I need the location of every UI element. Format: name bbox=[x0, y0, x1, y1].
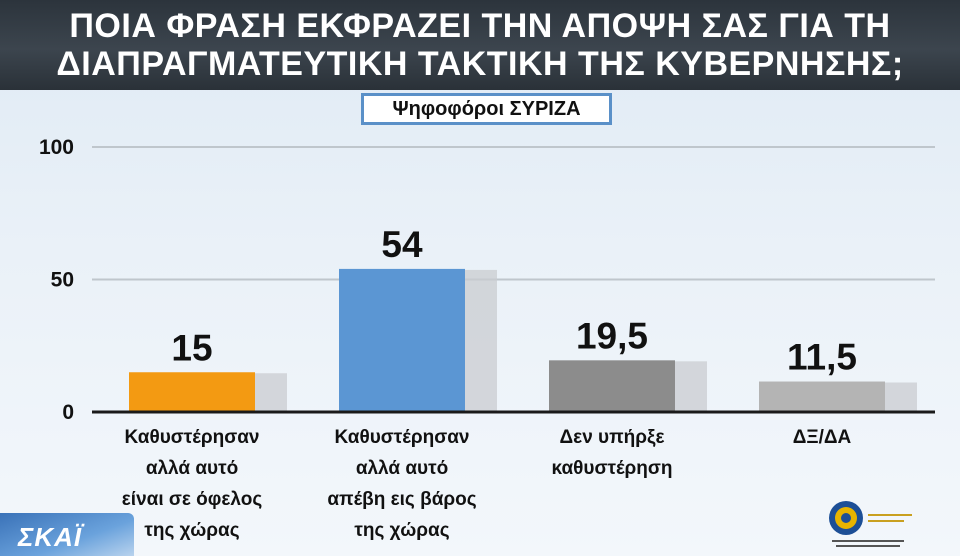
y-tick-label: 0 bbox=[62, 401, 74, 424]
subtitle-box: Ψηφοφόροι ΣΥΡΙΖΑ bbox=[361, 93, 612, 125]
category-label: αλλά αυτό bbox=[356, 458, 448, 479]
category-label: καθυστέρηση bbox=[552, 458, 673, 479]
y-axis-ticks: 0 50 100 bbox=[39, 136, 74, 424]
channel-logo-text: ΣΚΑΪ bbox=[18, 522, 83, 552]
bar bbox=[759, 381, 885, 412]
category-label: αλλά αυτό bbox=[146, 458, 238, 479]
bars bbox=[129, 268, 917, 412]
data-label: 11,5 bbox=[787, 337, 857, 378]
category-label: Καθυστέρησαν bbox=[125, 427, 260, 448]
data-label: 19,5 bbox=[576, 315, 648, 356]
category-label: της χώρας bbox=[144, 520, 239, 541]
data-label: 15 bbox=[171, 327, 212, 368]
category-labels: Καθυστέρησαν αλλά αυτό είναι σε όφελος της … bbox=[122, 427, 852, 541]
value-labels: 15 54 19,5 11,5 bbox=[171, 224, 857, 378]
title-line-2: ΔΙΑΠΡΑΓΜΑΤΕΥΤΙΚΗ ΤΑΚΤΙΚΗ ΤΗΣ ΚΥΒΕΡΝΗΣΗΣ; bbox=[56, 45, 904, 83]
category-label: Δεν υπήρξε bbox=[560, 427, 665, 448]
bar bbox=[339, 268, 465, 412]
data-label: 54 bbox=[381, 224, 423, 265]
category-label: Καθυστέρησαν bbox=[335, 427, 470, 448]
y-tick-label: 100 bbox=[39, 136, 74, 159]
category-label: απέβη εις βάρος bbox=[327, 489, 476, 510]
university-logo bbox=[829, 501, 912, 547]
category-label: είναι σε όφελος bbox=[122, 489, 263, 510]
bar bbox=[549, 360, 675, 412]
category-label: της χώρας bbox=[354, 520, 449, 541]
bar bbox=[129, 372, 255, 412]
channel-logo: ΣΚΑΪ bbox=[0, 513, 134, 556]
category-label: ΔΞ/ΔΑ bbox=[793, 427, 852, 448]
y-tick-label: 50 bbox=[51, 269, 74, 292]
chart-subtitle: Ψηφοφόροι ΣΥΡΙΖΑ bbox=[392, 98, 581, 120]
grid-lines bbox=[92, 146, 935, 281]
title-line-1: ΠΟΙΑ ΦΡΑΣΗ ΕΚΦΡΑΖΕΙ ΤΗΝ ΑΠΟΨΗ ΣΑΣ ΓΙΑ ΤΗ bbox=[69, 7, 891, 45]
chart-title: ΠΟΙΑ ΦΡΑΣΗ ΕΚΦΡΑΖΕΙ ΤΗΝ ΑΠΟΨΗ ΣΑΣ ΓΙΑ ΤΗ… bbox=[0, 0, 960, 90]
